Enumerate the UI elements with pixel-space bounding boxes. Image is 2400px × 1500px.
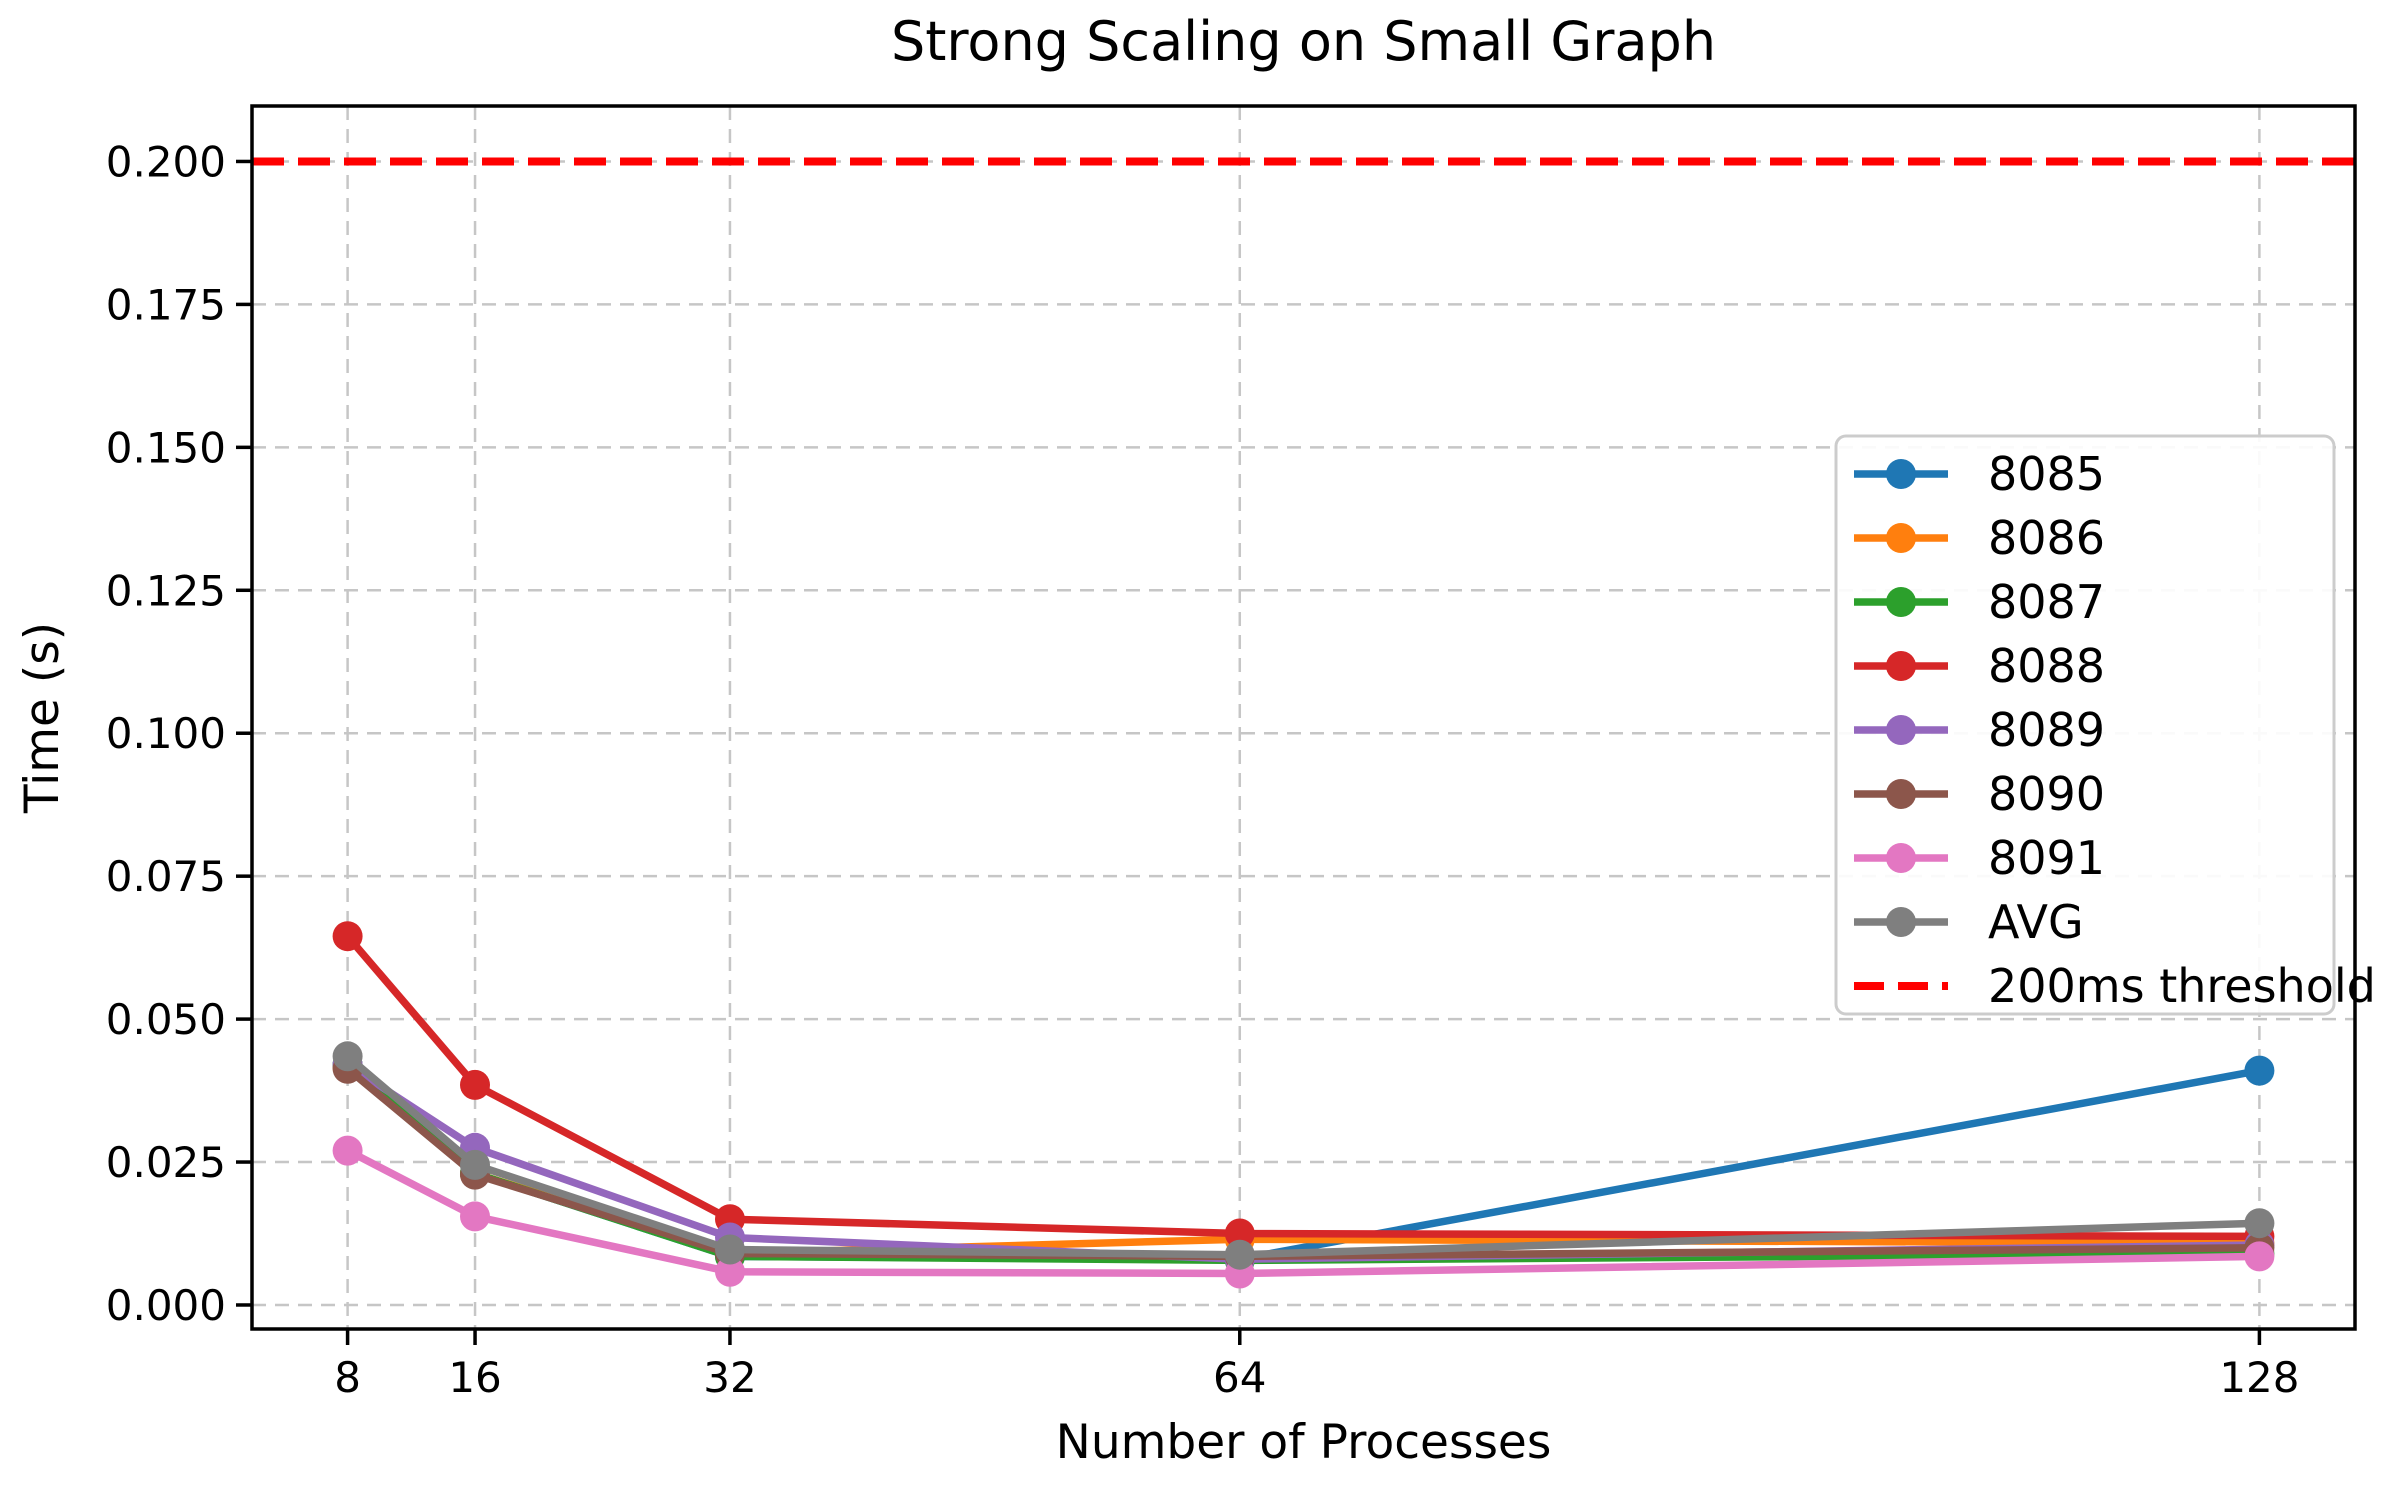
series-8091-marker bbox=[715, 1256, 745, 1287]
series-AVG-marker bbox=[460, 1149, 490, 1180]
legend-swatch-marker bbox=[1886, 459, 1916, 489]
legend-swatch-marker bbox=[1886, 779, 1916, 809]
ytick-label-0.025: 0.025 bbox=[106, 1138, 226, 1187]
legend-item-avg: AVG bbox=[1854, 895, 2084, 949]
series-8091-marker bbox=[332, 1135, 363, 1166]
legend-label: 8085 bbox=[1988, 447, 2105, 501]
legend-swatch-marker bbox=[1886, 843, 1916, 873]
ytick-label-0.075: 0.075 bbox=[106, 852, 226, 901]
legend-item-8091: 8091 bbox=[1854, 831, 2105, 885]
series-AVG-marker bbox=[1224, 1239, 1255, 1270]
series-8088-marker bbox=[1224, 1218, 1255, 1249]
legend-swatch-marker bbox=[1886, 587, 1916, 617]
ytick-label-0.1: 0.100 bbox=[106, 709, 226, 758]
legend-item-8085: 8085 bbox=[1854, 447, 2105, 501]
legend-label: 8088 bbox=[1988, 639, 2105, 693]
legend-item-200ms-threshold: 200ms threshold bbox=[1854, 959, 2376, 1013]
ytick-label-0.125: 0.125 bbox=[106, 566, 226, 615]
legend: 8085 8086 8087 8088 8089 8090 8091 AVG 200ms thr… bbox=[1834, 434, 2376, 1016]
series-8088-marker bbox=[460, 1069, 490, 1100]
legend-swatch-marker bbox=[1886, 715, 1916, 745]
legend-label: 8091 bbox=[1988, 831, 2105, 885]
chart-title: Strong Scaling on Small Graph bbox=[891, 10, 1716, 73]
xtick-label-16: 16 bbox=[448, 1353, 501, 1402]
legend-item-8089: 8089 bbox=[1854, 703, 2105, 757]
axes-frame bbox=[250, 104, 2357, 1331]
legend-item-8086: 8086 bbox=[1854, 511, 2105, 565]
xtick-label-128: 128 bbox=[2219, 1353, 2299, 1402]
legend-label: 8090 bbox=[1988, 767, 2105, 821]
ytick-label-0.05: 0.050 bbox=[106, 995, 226, 1044]
x-axis-label: Number of Processes bbox=[1056, 1415, 1552, 1470]
legend-label: 8086 bbox=[1988, 511, 2105, 565]
tick-labels: 8 16 32 64 128 0.000 0.025 0.050 0.075 0.100 0.125… bbox=[106, 137, 2300, 1402]
series-AVG bbox=[332, 1041, 2275, 1270]
legend-label: 200ms threshold bbox=[1988, 959, 2376, 1013]
xtick-label-32: 32 bbox=[703, 1353, 756, 1402]
legend-item-8090: 8090 bbox=[1854, 767, 2105, 821]
xtick-label-8: 8 bbox=[334, 1353, 361, 1402]
legend-swatch-marker bbox=[1886, 907, 1916, 937]
ytick-label-0: 0.000 bbox=[106, 1281, 226, 1330]
legend-label: 8089 bbox=[1988, 703, 2105, 757]
legend-swatch-marker bbox=[1886, 523, 1916, 553]
series-AVG-marker bbox=[332, 1041, 363, 1072]
ytick-label-0.15: 0.150 bbox=[106, 423, 226, 472]
series-8091-marker bbox=[460, 1201, 490, 1232]
legend-box bbox=[1834, 434, 2336, 1016]
ticks bbox=[236, 159, 2262, 1345]
ytick-label-0.175: 0.175 bbox=[106, 280, 226, 329]
xtick-label-64: 64 bbox=[1213, 1353, 1266, 1402]
ytick-label-0.2: 0.200 bbox=[106, 137, 226, 186]
series-AVG-marker bbox=[2244, 1208, 2275, 1239]
y-axis-label: Time (s) bbox=[15, 622, 70, 814]
series-8088-marker bbox=[332, 921, 363, 952]
series-8091-marker bbox=[2244, 1241, 2275, 1272]
legend-label: AVG bbox=[1988, 895, 2084, 949]
series-8085-marker bbox=[2244, 1055, 2275, 1086]
series-AVG-marker bbox=[715, 1234, 745, 1265]
legend-item-8087: 8087 bbox=[1854, 575, 2105, 629]
legend-item-8088: 8088 bbox=[1854, 639, 2105, 693]
legend-swatch-marker bbox=[1886, 651, 1916, 681]
legend-label: 8087 bbox=[1988, 575, 2105, 629]
series-8088 bbox=[332, 921, 2275, 1252]
